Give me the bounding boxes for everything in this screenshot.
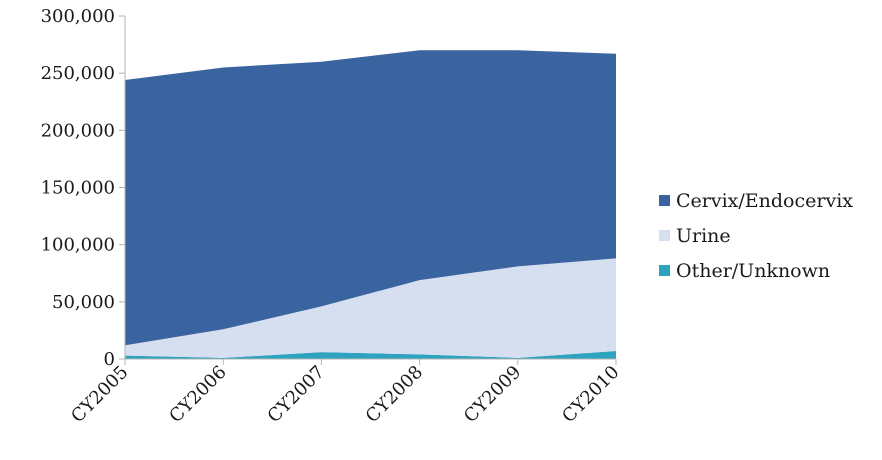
y-tick-label: 50,000 — [52, 292, 115, 313]
legend: Cervix/Endocervix Urine Other/Unknown — [659, 190, 853, 282]
area-cervix-endocervix — [125, 50, 616, 346]
x-tick-label: CY2007 — [264, 362, 329, 427]
x-tick-label: CY2009 — [460, 362, 525, 427]
y-tick-label: 100,000 — [41, 235, 115, 256]
area-other-unknown — [125, 350, 616, 359]
y-tick-label: 300,000 — [41, 6, 115, 27]
legend-label-urine: Urine — [676, 225, 731, 247]
x-tick-label: CY2005 — [67, 362, 132, 427]
x-tick-label: CY2010 — [558, 362, 623, 427]
x-axis-ticks: CY2005 CY2006 CY2007 CY2008 CY2009 CY2010 — [67, 359, 624, 427]
area-urine — [125, 258, 616, 358]
legend-label-other-unknown: Other/Unknown — [676, 260, 830, 282]
y-tick-label: 0 — [104, 349, 115, 370]
y-tick-label: 150,000 — [41, 178, 115, 199]
legend-swatch-cervix-endocervix — [659, 195, 670, 206]
x-tick-label: CY2006 — [165, 362, 230, 427]
legend-swatch-other-unknown — [659, 265, 670, 276]
plot-areas — [125, 50, 616, 359]
legend-swatch-urine — [659, 230, 670, 241]
legend-label-cervix-endocervix: Cervix/Endocervix — [676, 190, 853, 212]
x-tick-label: CY2008 — [362, 362, 427, 427]
y-axis-ticks: 0 50,000 100,000 150,000 200,000 250,000 300,0… — [41, 6, 125, 370]
y-tick-label: 200,000 — [41, 120, 115, 141]
y-tick-label: 250,000 — [41, 63, 115, 84]
